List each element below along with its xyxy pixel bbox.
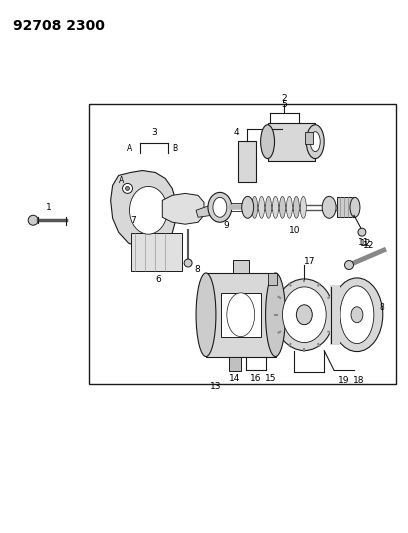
Bar [330, 285, 340, 345]
Ellipse shape [306, 125, 324, 158]
Bar [238, 141, 256, 182]
Bar [337, 197, 355, 217]
Circle shape [122, 183, 133, 193]
Ellipse shape [213, 197, 227, 217]
Text: 92708 2300: 92708 2300 [13, 19, 105, 33]
Text: 19: 19 [338, 376, 350, 385]
Bar [268, 123, 315, 160]
Ellipse shape [261, 125, 275, 158]
Text: B: B [173, 144, 178, 153]
Bar [305, 132, 313, 144]
Ellipse shape [282, 287, 326, 343]
Text: 8: 8 [379, 303, 384, 312]
Text: 4: 4 [234, 128, 239, 137]
Ellipse shape [266, 273, 286, 357]
Text: 7: 7 [131, 216, 136, 225]
Polygon shape [162, 193, 204, 224]
Text: 9: 9 [223, 221, 229, 230]
Text: 8: 8 [194, 265, 200, 274]
Text: 5: 5 [282, 100, 287, 109]
Text: A: A [127, 144, 132, 153]
Ellipse shape [259, 196, 264, 218]
Ellipse shape [242, 196, 254, 218]
Text: 16: 16 [250, 374, 262, 383]
Ellipse shape [196, 273, 216, 357]
Circle shape [344, 261, 353, 270]
Circle shape [358, 228, 366, 236]
Ellipse shape [129, 187, 167, 234]
Text: 2: 2 [282, 94, 287, 103]
Ellipse shape [322, 196, 336, 218]
Text: 13: 13 [210, 382, 222, 391]
Polygon shape [196, 203, 228, 217]
Ellipse shape [300, 196, 306, 218]
Ellipse shape [252, 196, 257, 218]
Ellipse shape [293, 196, 299, 218]
Bar [268, 273, 277, 285]
Bar [206, 273, 275, 357]
Ellipse shape [296, 305, 312, 325]
Text: 6: 6 [155, 276, 161, 285]
Ellipse shape [351, 307, 363, 322]
Circle shape [28, 215, 38, 225]
Text: 14: 14 [229, 374, 240, 383]
Ellipse shape [331, 278, 383, 352]
Text: 3: 3 [151, 128, 157, 137]
Ellipse shape [286, 196, 293, 218]
Circle shape [126, 187, 129, 190]
Bar [221, 293, 261, 337]
Text: 15: 15 [265, 374, 276, 383]
Bar [131, 233, 182, 271]
Ellipse shape [266, 196, 272, 218]
Ellipse shape [310, 132, 320, 151]
Ellipse shape [208, 192, 232, 222]
Ellipse shape [350, 197, 360, 217]
Ellipse shape [279, 196, 286, 218]
Circle shape [184, 259, 192, 267]
Bar [89, 104, 396, 384]
Text: 17: 17 [304, 256, 315, 265]
Text: A: A [119, 176, 124, 185]
Polygon shape [111, 171, 176, 248]
Text: 1: 1 [46, 203, 52, 212]
Ellipse shape [273, 196, 279, 218]
Ellipse shape [275, 279, 334, 351]
Text: 10: 10 [288, 225, 300, 235]
Bar [233, 260, 249, 273]
Text: 18: 18 [353, 376, 365, 385]
Bar [229, 357, 241, 372]
Ellipse shape [227, 293, 255, 337]
Text: 12: 12 [363, 240, 375, 249]
Text: 11: 11 [358, 238, 370, 247]
Text: 12: 12 [360, 239, 372, 248]
Ellipse shape [340, 286, 374, 344]
